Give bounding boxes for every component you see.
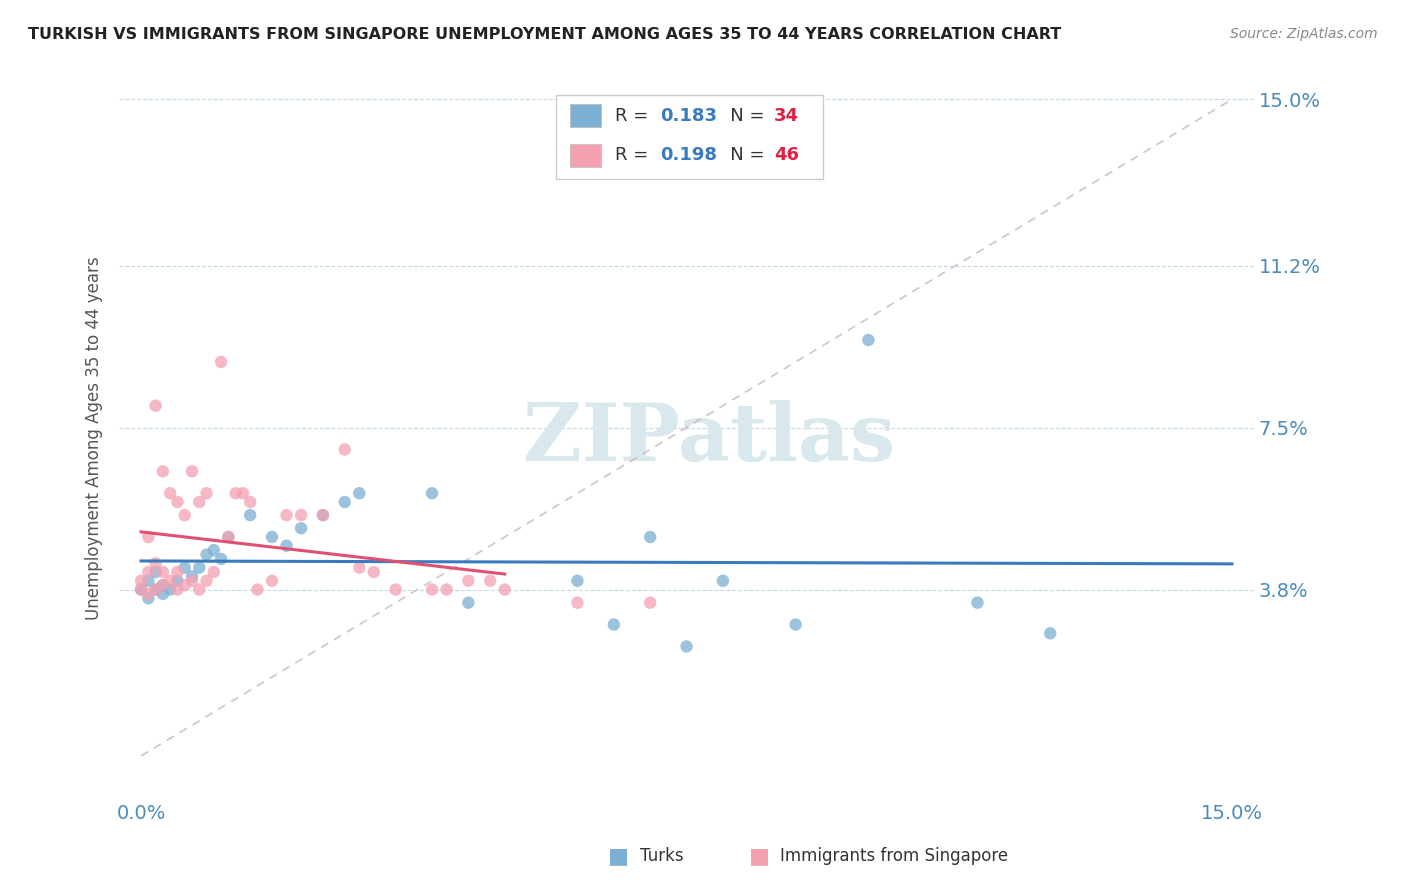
Point <box>145 582 167 597</box>
Point <box>276 539 298 553</box>
Point <box>173 560 195 574</box>
Point <box>711 574 734 588</box>
Point <box>129 574 152 588</box>
Point <box>138 574 160 588</box>
Point <box>138 587 160 601</box>
Point <box>181 464 204 478</box>
Point <box>638 530 661 544</box>
Text: R =: R = <box>614 146 654 164</box>
Point <box>166 582 188 597</box>
Point <box>202 565 225 579</box>
Point <box>145 582 167 597</box>
Text: TURKISH VS IMMIGRANTS FROM SINGAPORE UNEMPLOYMENT AMONG AGES 35 TO 44 YEARS CORR: TURKISH VS IMMIGRANTS FROM SINGAPORE UNE… <box>28 27 1062 42</box>
Point <box>129 582 152 597</box>
Point <box>138 565 160 579</box>
Point <box>166 574 188 588</box>
Point <box>181 574 204 588</box>
Point <box>333 495 356 509</box>
Point <box>603 617 626 632</box>
Text: Turks: Turks <box>640 847 683 865</box>
Point <box>349 560 371 574</box>
Point <box>290 508 312 522</box>
Text: 0.183: 0.183 <box>661 107 717 125</box>
Point <box>188 560 211 574</box>
Point <box>363 565 385 579</box>
Point <box>567 596 589 610</box>
Point <box>349 486 371 500</box>
Point <box>188 582 211 597</box>
Point <box>159 574 181 588</box>
Point <box>159 582 181 597</box>
Point <box>202 543 225 558</box>
Point <box>195 574 218 588</box>
Point <box>209 355 232 369</box>
Point <box>239 508 262 522</box>
Point <box>260 574 283 588</box>
Point <box>333 442 356 457</box>
Point <box>129 582 152 597</box>
Point <box>145 565 167 579</box>
Point <box>479 574 502 588</box>
Point <box>173 578 195 592</box>
Point <box>420 486 443 500</box>
Point <box>152 587 174 601</box>
Point <box>152 565 174 579</box>
Point <box>166 495 188 509</box>
Text: ZIPatlas: ZIPatlas <box>523 400 896 477</box>
Point <box>181 569 204 583</box>
Point <box>384 582 406 597</box>
Point <box>312 508 335 522</box>
Point <box>166 565 188 579</box>
Point <box>138 530 160 544</box>
Point <box>152 578 174 592</box>
Point <box>195 548 218 562</box>
Point <box>217 530 239 544</box>
Point <box>145 556 167 570</box>
Point <box>152 578 174 592</box>
Text: 46: 46 <box>773 146 799 164</box>
Point <box>420 582 443 597</box>
Point <box>232 486 254 500</box>
Point <box>436 582 458 597</box>
Point <box>457 596 479 610</box>
Point <box>260 530 283 544</box>
Point <box>785 617 807 632</box>
Text: Source: ZipAtlas.com: Source: ZipAtlas.com <box>1230 27 1378 41</box>
Point <box>567 574 589 588</box>
Point <box>638 596 661 610</box>
Point <box>195 486 218 500</box>
Text: ■: ■ <box>609 847 628 866</box>
Text: R =: R = <box>614 107 654 125</box>
Y-axis label: Unemployment Among Ages 35 to 44 years: Unemployment Among Ages 35 to 44 years <box>86 257 103 620</box>
Point <box>173 508 195 522</box>
Point <box>209 552 232 566</box>
Point <box>276 508 298 522</box>
Text: 0.198: 0.198 <box>661 146 717 164</box>
Point <box>675 640 697 654</box>
Text: ■: ■ <box>749 847 769 866</box>
Point <box>494 582 516 597</box>
Text: N =: N = <box>713 107 770 125</box>
Text: Immigrants from Singapore: Immigrants from Singapore <box>780 847 1008 865</box>
Point <box>858 333 880 347</box>
Point <box>152 464 174 478</box>
Point <box>138 591 160 606</box>
FancyBboxPatch shape <box>569 144 602 167</box>
Point <box>290 521 312 535</box>
Text: N =: N = <box>713 146 770 164</box>
Point <box>457 574 479 588</box>
Point <box>312 508 335 522</box>
Point <box>217 530 239 544</box>
Point <box>188 495 211 509</box>
Point <box>246 582 269 597</box>
Point <box>145 399 167 413</box>
FancyBboxPatch shape <box>569 104 602 128</box>
Point <box>966 596 988 610</box>
Text: 34: 34 <box>773 107 799 125</box>
Point <box>1039 626 1062 640</box>
Point <box>239 495 262 509</box>
Point <box>225 486 247 500</box>
Point <box>159 486 181 500</box>
FancyBboxPatch shape <box>557 95 823 178</box>
